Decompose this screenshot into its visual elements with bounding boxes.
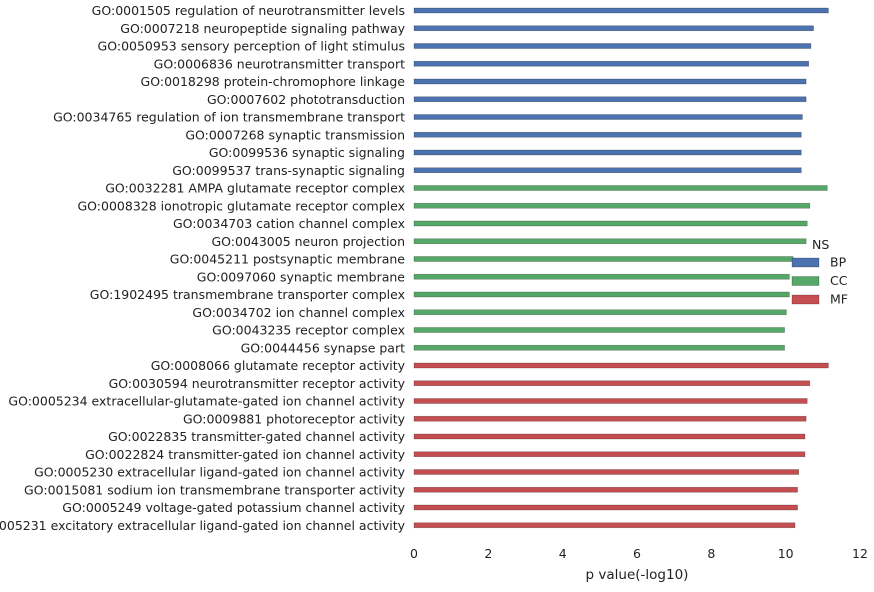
bar-cc-8 xyxy=(413,327,785,333)
bar-bp-5 xyxy=(413,96,807,103)
bar-cc-0 xyxy=(413,185,828,191)
legend-swatch-mf xyxy=(791,294,820,305)
x-tick-label: 12 xyxy=(852,546,868,561)
bar-cc-3 xyxy=(413,238,807,245)
category-label: GO:0006836 neurotransmitter transport xyxy=(154,56,405,71)
x-tick-label: 2 xyxy=(484,546,492,561)
bar-mf-5 xyxy=(413,451,806,458)
category-label: GO:0005249 voltage-gated potassium chann… xyxy=(62,500,405,515)
legend-label-bp: BP xyxy=(830,255,847,270)
category-label: GO:0043005 neuron projection xyxy=(211,234,405,249)
x-tick-label: 6 xyxy=(633,546,641,561)
category-label: GO:0015081 sodium ion transmembrane tran… xyxy=(24,482,406,497)
bar-mf-6 xyxy=(413,469,799,475)
bar-bp-9 xyxy=(413,167,802,174)
category-label: GO:0007268 synaptic transmission xyxy=(185,127,405,142)
category-label: GO:0005231 excitatory extracellular liga… xyxy=(0,518,406,533)
bar-mf-3 xyxy=(413,415,807,422)
category-label: GO:0032281 AMPA glutamate receptor compl… xyxy=(105,181,405,196)
legend-label-cc: CC xyxy=(830,273,848,288)
category-label: GO:0099536 synaptic signaling xyxy=(209,145,405,160)
bar-bp-8 xyxy=(413,149,802,156)
category-label: GO:0043235 receptor complex xyxy=(212,323,405,338)
category-label: GO:0001505 regulation of neurotransmitte… xyxy=(92,3,405,18)
category-label: GO:0022835 transmitter-gated channel act… xyxy=(108,429,405,444)
legend-swatch-cc xyxy=(791,276,820,286)
category-label: GO:0034703 cation channel complex xyxy=(173,216,405,231)
bar-mf-1 xyxy=(413,380,811,387)
category-label: GO:0005234 extracellular-glutamate-gated… xyxy=(8,394,405,409)
bar-mf-8 xyxy=(413,504,798,511)
category-label: GO:0097060 synaptic membrane xyxy=(197,269,406,284)
category-label: GO:0008328 ionotropic glutamate receptor… xyxy=(78,198,406,213)
category-label: GO:0050953 sensory perception of light s… xyxy=(98,39,405,54)
category-label: GO:0007218 neuropeptide signaling pathwa… xyxy=(120,21,405,36)
bar-cc-9 xyxy=(413,344,785,351)
category-label: GO:0007602 phototransduction xyxy=(207,92,405,107)
bar-mf-7 xyxy=(413,486,798,493)
category-label: GO:0022824 transmitter-gated ion channel… xyxy=(85,447,406,462)
x-axis-ticks: 0 2 4 6 8 10 12 xyxy=(410,546,868,561)
bar-cc-2 xyxy=(413,220,808,227)
category-label: GO:1902495 transmembrane transporter com… xyxy=(90,287,405,302)
category-label: GO:0034765 regulation of ion transmembra… xyxy=(53,110,405,125)
x-tick-label: 10 xyxy=(778,546,794,561)
bar-cc-1 xyxy=(413,202,811,209)
bar-bp-4 xyxy=(413,78,807,85)
legend: NS BP CC MF xyxy=(791,237,848,307)
category-label: GO:0030594 neurotransmitter receptor act… xyxy=(109,376,406,391)
bar-bp-3 xyxy=(413,60,810,67)
x-tick-label: 8 xyxy=(707,546,715,561)
bar-cc-6 xyxy=(413,291,790,298)
legend-label-mf: MF xyxy=(830,292,848,307)
category-label: GO:0045211 postsynaptic membrane xyxy=(170,252,406,267)
bar-mf-2 xyxy=(413,398,808,404)
category-labels: GO:0001505 regulation of neurotransmitte… xyxy=(0,3,406,533)
category-label: GO:0018298 protein-chromophore linkage xyxy=(141,74,406,89)
category-label: GO:0008066 glutamate receptor activity xyxy=(151,358,406,373)
bars-layer xyxy=(413,7,829,529)
category-label: GO:0009881 photoreceptor activity xyxy=(183,411,406,426)
bar-mf-4 xyxy=(413,433,806,440)
bar-bp-7 xyxy=(413,131,802,138)
x-axis-title: p value(-log10) xyxy=(586,567,689,583)
bar-cc-4 xyxy=(413,256,794,262)
category-label: GO:0099537 trans-synaptic signaling xyxy=(172,163,405,178)
bar-bp-2 xyxy=(413,43,812,49)
bar-mf-0 xyxy=(413,362,829,369)
bar-bp-6 xyxy=(413,114,803,120)
category-label: GO:0044456 synapse part xyxy=(241,340,405,355)
legend-swatch-bp xyxy=(791,257,820,268)
x-tick-label: 4 xyxy=(559,546,567,561)
bar-cc-5 xyxy=(413,273,790,280)
bar-bp-0 xyxy=(413,7,829,14)
x-tick-label: 0 xyxy=(410,546,418,561)
category-label: GO:0034702 ion channel complex xyxy=(192,305,405,320)
category-label: GO:0005230 extracellular ligand-gated io… xyxy=(34,465,406,480)
bar-mf-9 xyxy=(413,522,796,529)
legend-title: NS xyxy=(812,237,829,252)
bar-cc-7 xyxy=(413,309,787,316)
bar-bp-1 xyxy=(413,25,814,32)
